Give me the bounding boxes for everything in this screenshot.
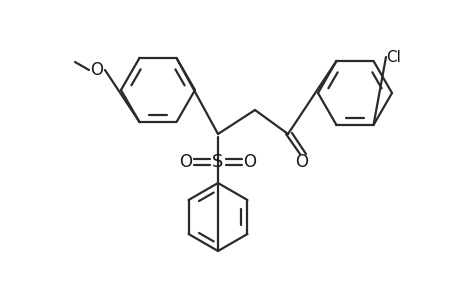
Text: O: O xyxy=(243,153,256,171)
Text: S: S xyxy=(212,153,223,171)
Text: Cl: Cl xyxy=(386,50,401,64)
Text: O: O xyxy=(179,153,192,171)
Text: O: O xyxy=(90,61,103,79)
Text: O: O xyxy=(295,153,308,171)
